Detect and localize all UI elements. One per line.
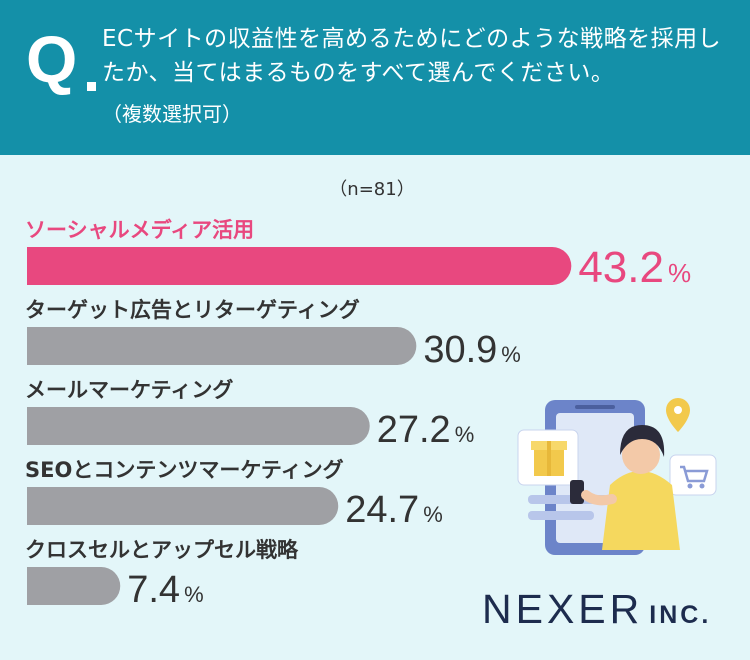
bar	[27, 567, 121, 605]
sample-size-label: （n=81）	[329, 179, 414, 200]
category-label: ソーシャルメディア活用	[25, 218, 254, 242]
illustration	[517, 398, 717, 555]
category-label: クロスセルとアップセル戦略	[25, 538, 299, 562]
category-label: メールマーケティング	[25, 378, 233, 402]
value-label: 30.9%	[423, 329, 521, 371]
category-label: ターゲット広告とリターゲティング	[25, 298, 360, 322]
chart-area: （n=81） ソーシャルメディア活用 43.2% ターゲット広告とリターゲティング 3…	[0, 155, 750, 660]
value-label: 7.4%	[127, 569, 203, 611]
value-label: 43.2%	[578, 243, 691, 292]
bar-left-edge	[27, 487, 46, 525]
question-subtext: （複数選択可）	[102, 102, 242, 126]
shopping-cart-icon	[669, 454, 717, 496]
logo-sub: INC.	[649, 601, 712, 629]
bar	[27, 247, 572, 285]
gift-icon	[517, 429, 579, 486]
logo-main: NEXER	[482, 586, 644, 632]
bar-left-edge	[27, 407, 46, 445]
bar-chart: （n=81） ソーシャルメディア活用 43.2 % ターゲット広告とリターゲティング 3…	[25, 179, 691, 611]
bar	[27, 407, 370, 445]
value-label: 24.7%	[345, 489, 443, 531]
nexer-logo: NEXER INC.	[482, 586, 711, 633]
value-unit: %	[184, 582, 204, 607]
bar	[27, 327, 417, 365]
location-pin-icon	[666, 398, 690, 432]
bar-left-edge	[27, 247, 46, 285]
bar-left-edge	[27, 567, 46, 605]
value-unit: %	[668, 258, 691, 288]
question-text: ECサイトの収益性を高めるためにどのような戦略を採用したか、当てはまるものをすべ…	[102, 26, 722, 86]
question-dot	[87, 82, 96, 91]
value-unit: %	[423, 502, 443, 527]
bar-left-edge	[27, 327, 46, 365]
value-label: 27.2%	[377, 409, 475, 451]
question-mark: Q	[26, 22, 78, 96]
question-header: Q ECサイトの収益性を高めるためにどのような戦略を採用したか、当てはまるものを…	[0, 0, 750, 155]
screen-line	[528, 511, 594, 520]
value-unit: %	[501, 342, 521, 367]
bar	[27, 487, 339, 525]
person-icon	[570, 425, 680, 550]
value-unit: %	[455, 422, 475, 447]
category-label: SEOとコンテンツマーケティング	[25, 458, 344, 482]
